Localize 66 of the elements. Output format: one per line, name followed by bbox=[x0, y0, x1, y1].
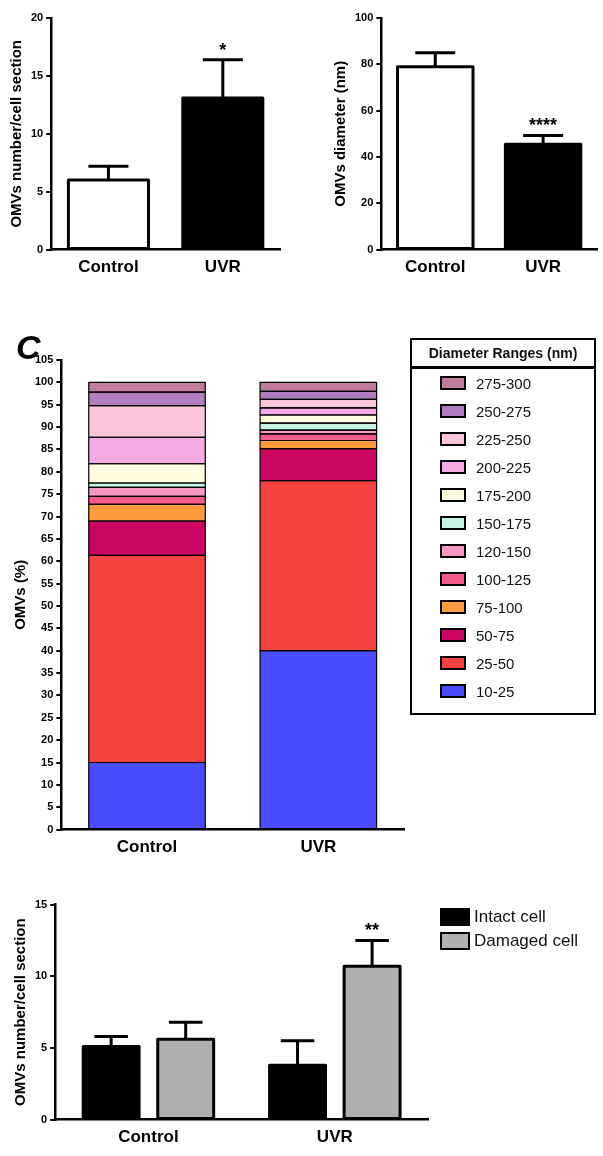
y-tick-label: 10 bbox=[41, 777, 54, 790]
annotation: ** bbox=[365, 920, 380, 941]
x-tick-label: Control bbox=[78, 257, 139, 277]
y-axis-title: OMVs (%) bbox=[11, 559, 29, 630]
legend-label: Intact cell bbox=[474, 907, 546, 927]
y-tick-label: 0 bbox=[37, 242, 44, 255]
y-tick-label: 30 bbox=[41, 688, 54, 701]
y-tick-label: 85 bbox=[41, 442, 54, 455]
x-tick-label: Control bbox=[405, 257, 466, 277]
y-tick-label: 15 bbox=[34, 897, 48, 910]
y-tick-label: 100 bbox=[34, 375, 54, 388]
legend-label: Damaged cell bbox=[474, 931, 578, 951]
y-tick-label: 40 bbox=[41, 643, 54, 656]
legend-label: 275-300 bbox=[476, 374, 532, 392]
y-tick-label: 60 bbox=[361, 103, 374, 116]
y-tick-label: 20 bbox=[41, 733, 54, 746]
x-tick-label: Control bbox=[116, 837, 178, 857]
y-tick-label: 10 bbox=[34, 969, 48, 982]
x-tick-label: UVR bbox=[204, 257, 241, 277]
y-tick-label: 90 bbox=[41, 420, 54, 433]
x-tick-label: Control bbox=[118, 1127, 179, 1147]
legend-label: 75-100 bbox=[476, 598, 523, 616]
y-tick-label: 100 bbox=[354, 11, 374, 24]
y-tick-label: 50 bbox=[41, 599, 54, 612]
y-tick-label: 40 bbox=[361, 149, 374, 162]
y-tick-label: 10 bbox=[30, 126, 44, 139]
y-axis-title: OMVs number/cell section bbox=[7, 40, 25, 228]
x-tick-label: UVR bbox=[316, 1127, 353, 1147]
y-tick-label: 20 bbox=[361, 196, 374, 209]
annotation: * bbox=[219, 39, 227, 60]
legend-label: 225-250 bbox=[476, 430, 532, 448]
annotation: **** bbox=[529, 115, 558, 136]
legend-label: 50-75 bbox=[476, 626, 515, 644]
y-tick-label: 45 bbox=[41, 621, 54, 634]
y-tick-label: 75 bbox=[41, 487, 54, 500]
legend-label: 25-50 bbox=[476, 654, 515, 672]
y-tick-label: 15 bbox=[30, 68, 44, 81]
x-tick-label: UVR bbox=[300, 837, 337, 857]
legend-label: 120-150 bbox=[476, 542, 532, 560]
y-tick-label: 55 bbox=[41, 576, 54, 589]
y-tick-label: 80 bbox=[361, 57, 374, 70]
y-tick-label: 5 bbox=[47, 800, 54, 813]
legend-label: 200-225 bbox=[476, 458, 532, 476]
y-tick-label: 95 bbox=[41, 397, 54, 410]
y-tick-label: 80 bbox=[41, 464, 54, 477]
legend-label: 175-200 bbox=[476, 486, 532, 504]
y-tick-label: 5 bbox=[41, 1040, 48, 1053]
y-tick-label: 0 bbox=[47, 822, 54, 835]
y-tick-label: 65 bbox=[41, 531, 54, 544]
y-axis-title: OMVs number/cell section bbox=[11, 918, 29, 1106]
x-tick-label: UVR bbox=[525, 257, 562, 277]
legend-label: 150-175 bbox=[476, 514, 532, 532]
y-tick-label: 60 bbox=[41, 554, 54, 567]
y-tick-label: 35 bbox=[41, 666, 54, 679]
legend-title: Diameter Ranges (nm) bbox=[412, 340, 594, 369]
y-tick-label: 70 bbox=[41, 509, 54, 522]
y-tick-label: 20 bbox=[30, 11, 44, 24]
y-tick-label: 0 bbox=[41, 1112, 48, 1125]
y-tick-label: 0 bbox=[367, 242, 374, 255]
y-tick-label: 5 bbox=[37, 184, 44, 197]
legend-label: 250-275 bbox=[476, 402, 532, 420]
y-tick-label: 15 bbox=[41, 755, 54, 768]
legend-label: 10-25 bbox=[476, 682, 515, 700]
y-axis-title: OMVs diameter (nm) bbox=[331, 60, 349, 207]
legend-label: 100-125 bbox=[476, 570, 532, 588]
y-tick-label: 25 bbox=[41, 710, 54, 723]
